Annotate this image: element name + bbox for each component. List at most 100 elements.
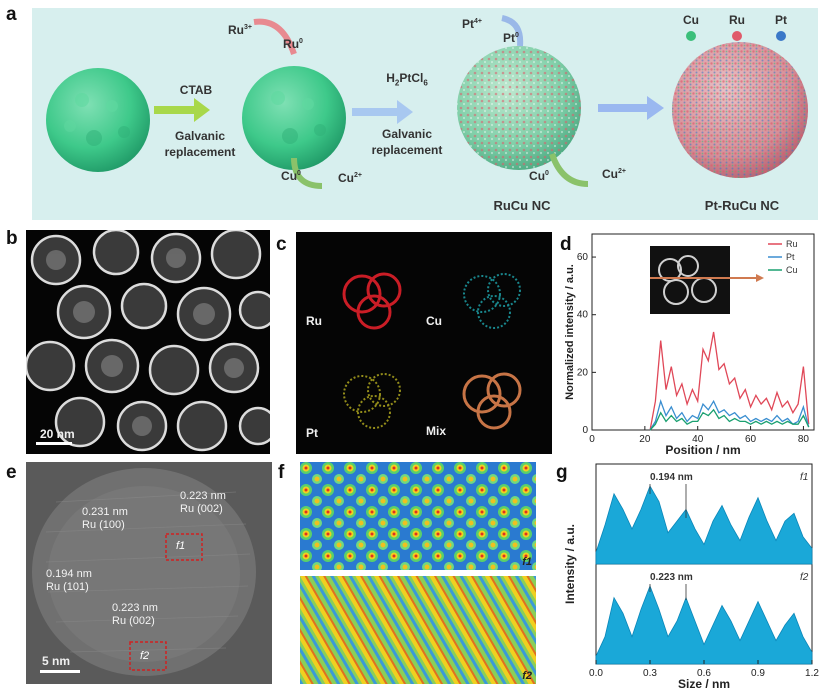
chart-g-f1-label: f1 xyxy=(800,472,808,483)
chart-d-xtick-label: 60 xyxy=(745,434,757,445)
chart-d-ytick-label: 60 xyxy=(577,252,589,263)
chart-g-f2-label: f2 xyxy=(800,572,809,583)
region-f1-box xyxy=(165,533,203,561)
series-pt-line xyxy=(649,399,810,431)
legend-ru-entry: Ru xyxy=(786,239,798,249)
arrow-step3-icon xyxy=(598,96,664,120)
panel-label-a: a xyxy=(6,4,17,25)
pt-map xyxy=(343,373,401,429)
panel-label-e: e xyxy=(6,462,17,483)
legend-ru-label: Ru xyxy=(729,13,745,27)
mix-map xyxy=(462,372,522,430)
chart-g-xtick-label: 0.9 xyxy=(751,668,765,679)
cu-nanocrystal xyxy=(46,68,150,172)
cu0-label-1: Cu0 xyxy=(281,169,301,183)
eds-mapping-panel: Ru Cu Pt Mix xyxy=(296,232,552,454)
chart-g: 0.0 0.3 0.6 0.9 1.2 0.194 nm 0.223 nm f1 f2 … xyxy=(563,463,819,691)
legend-cu-label: Cu xyxy=(683,13,699,27)
map-f1: f1 xyxy=(300,462,536,570)
scale-bar-e xyxy=(40,670,80,673)
panel-label-d: d xyxy=(560,234,572,255)
eds-ru-label: Ru xyxy=(306,314,322,328)
annotation-ru002-bottom: 0.223 nm Ru (002) xyxy=(112,602,158,627)
eds-mix-label: Mix xyxy=(426,424,447,438)
chart-g-xtick-label: 0.6 xyxy=(697,668,711,679)
map-f2: f2 xyxy=(300,576,536,684)
legend-cu-entry: Cu xyxy=(786,265,798,275)
region-f2-box xyxy=(129,641,167,671)
ru0-label: Ru0 xyxy=(283,37,303,51)
chart-d-xtick-label: 20 xyxy=(639,434,651,445)
chart-g-annotation-0194: 0.194 nm xyxy=(650,472,693,483)
rucu-nanocrystal xyxy=(457,46,581,170)
galvanic-label-2: Galvanic xyxy=(381,127,433,141)
scale-bar-b xyxy=(36,442,72,445)
ru3-ion-label: Ru3+ xyxy=(228,23,252,37)
cu0-label-2: Cu0 xyxy=(529,169,549,183)
eds-cu-label: Cu xyxy=(426,314,442,328)
chart-d-inset-image xyxy=(650,246,764,314)
series-ru-line xyxy=(649,331,810,431)
panel-label-f: f xyxy=(278,462,285,483)
chart-d-ytick-label: 40 xyxy=(577,310,589,321)
series-cu-line xyxy=(649,408,810,431)
chart-d-legend: Ru Pt Cu xyxy=(768,239,798,275)
cu2-label-2: Cu2+ xyxy=(602,167,626,181)
ru-reduction-arrow-icon xyxy=(253,18,297,56)
scale-bar-b-label: 20 nm xyxy=(40,427,75,441)
replacement-label-2: replacement xyxy=(371,143,443,157)
map-f2-graphic xyxy=(300,576,536,684)
h2ptcl6-label: H2PtCl6 xyxy=(386,71,428,88)
ctab-label: CTAB xyxy=(179,83,213,97)
chart-d-ylabel: Normalized intensity / a.u. xyxy=(564,264,576,400)
panel-label-g: g xyxy=(556,462,568,483)
chart-d-ytick-label: 0 xyxy=(582,425,588,436)
chart-d-xtick-label: 80 xyxy=(798,434,810,445)
region-f2-label: f2 xyxy=(140,650,150,662)
cu-oxidation-arrow-icon xyxy=(291,157,323,189)
annotation-ru100: 0.231 nm Ru (100) xyxy=(82,506,128,531)
eds-maps xyxy=(342,272,522,430)
series-f2-area xyxy=(595,584,813,665)
hrtem-image: 0.231 nm Ru (100) 0.223 nm Ru (002) 0.194 … xyxy=(26,462,272,684)
legend-pt-entry: Pt xyxy=(786,252,795,262)
ru-map xyxy=(342,272,402,330)
cu-map xyxy=(463,273,521,329)
arrow-step2-icon xyxy=(352,100,413,124)
schematic-graphics xyxy=(46,15,808,189)
arrow-step1-icon xyxy=(154,98,210,122)
tem-particles xyxy=(26,230,270,452)
series-f1-area xyxy=(595,485,813,565)
cu-oxidation-arrow-2-icon xyxy=(549,152,589,187)
chart-d-xtick-label: 0 xyxy=(589,434,595,445)
map-f1-label: f1 xyxy=(522,556,532,568)
rucu-nc-label: RuCu NC xyxy=(493,198,551,213)
chart-g-xtick-label: 1.2 xyxy=(805,668,819,679)
legend-pt-label: Pt xyxy=(775,13,787,27)
map-f2-label: f2 xyxy=(522,670,532,682)
pt0-label: Pt0 xyxy=(503,31,519,45)
replacement-label-1: replacement xyxy=(164,145,236,159)
chart-d-xtick-label: 40 xyxy=(692,434,704,445)
chart-g-annotation-0223: 0.223 nm xyxy=(650,572,693,583)
chart-g-ylabel: Intensity / a.u. xyxy=(563,524,577,604)
panel-label-c: c xyxy=(276,234,287,255)
legend-pt-ball-icon xyxy=(776,31,786,41)
ru-cu-intermediate xyxy=(242,66,346,170)
region-f1-label: f1 xyxy=(176,540,186,552)
chart-g-xlabel: Size / nm xyxy=(678,677,730,691)
chart-g-xtick-label: 0.0 xyxy=(589,668,603,679)
chart-d-ytick-label: 20 xyxy=(577,367,589,378)
schematic-panel: CTAB Galvanic replacement H2PtCl6 Galvan… xyxy=(32,8,818,220)
galvanic-label-1: Galvanic xyxy=(174,129,226,143)
panel-label-b: b xyxy=(6,228,18,249)
scale-bar-e-label: 5 nm xyxy=(42,654,71,668)
chart-g-xtick-label: 0.3 xyxy=(643,668,657,679)
legend-cu-ball-icon xyxy=(686,31,696,41)
legend-ru-ball-icon xyxy=(732,31,742,41)
annotation-ru002-top: 0.223 nm Ru (002) xyxy=(180,490,226,515)
hrtem-texture xyxy=(26,462,272,684)
chart-d-xlabel: Position / nm xyxy=(665,443,740,457)
pt-rucu-nanocrystal xyxy=(672,42,808,178)
